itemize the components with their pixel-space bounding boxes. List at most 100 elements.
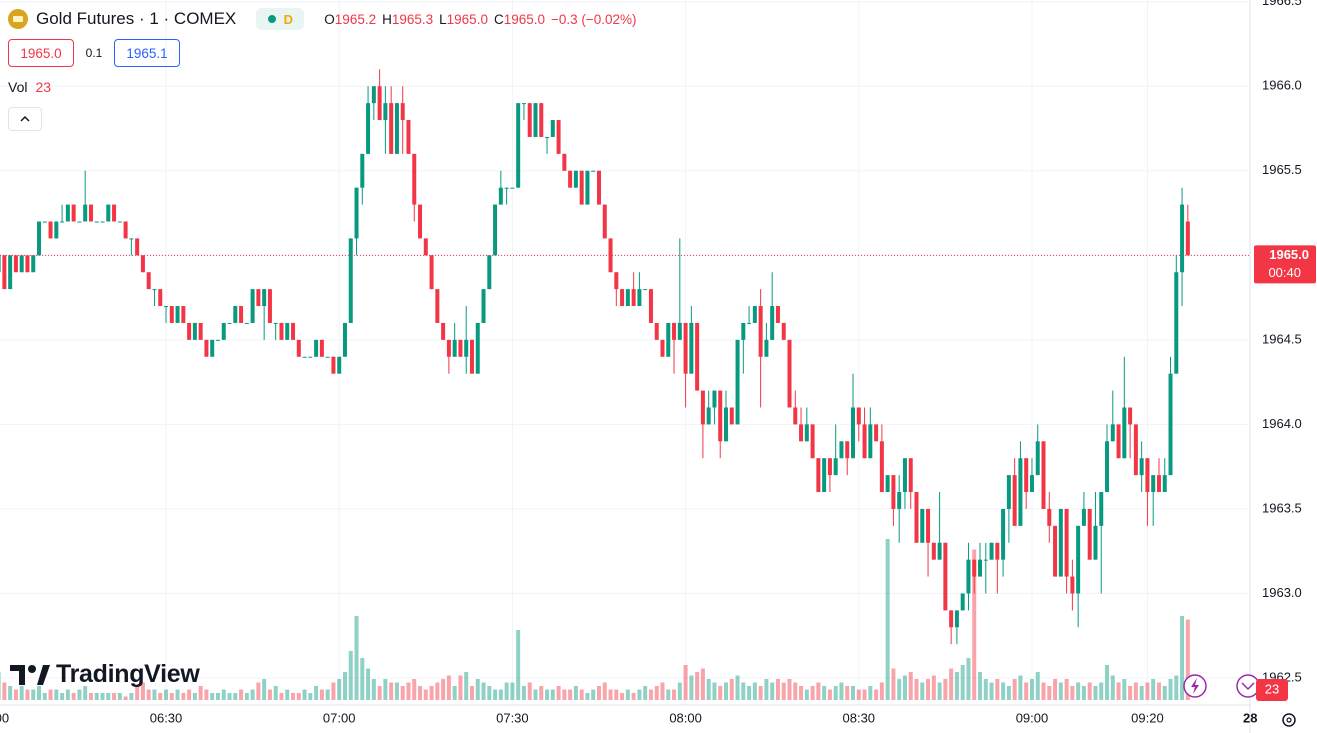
candle-body — [464, 339, 469, 357]
volume-bar — [175, 689, 180, 700]
volume-bar — [296, 693, 301, 700]
volume-bar — [371, 679, 376, 700]
candle-body — [1151, 475, 1156, 493]
candle-body — [1081, 508, 1086, 526]
volume-bar — [972, 549, 977, 700]
candle-body — [943, 542, 948, 611]
candle-body — [48, 221, 53, 239]
volume-bar — [954, 672, 959, 700]
volume-bar — [129, 693, 134, 700]
candle-body — [262, 289, 267, 307]
volume-pane — [0, 539, 1190, 700]
volume-bar — [0, 672, 1, 700]
candle-body — [0, 255, 1, 273]
candle-body — [1105, 441, 1110, 493]
volume-bar — [787, 679, 792, 700]
candle-body — [291, 322, 296, 340]
volume-bar — [19, 686, 24, 700]
candle-body — [672, 322, 677, 340]
candle-body — [366, 103, 371, 154]
volume-bar — [2, 682, 7, 700]
volume-bar — [250, 689, 255, 700]
volume-bar — [181, 693, 186, 700]
candle-body — [498, 187, 503, 205]
volume-bar — [377, 686, 382, 700]
candle-body — [758, 306, 763, 357]
volume-bar — [764, 679, 769, 700]
candle-body — [1001, 508, 1006, 560]
volume-bar — [885, 539, 890, 700]
volume-bar — [42, 693, 47, 700]
volume-bar — [152, 689, 157, 700]
candle-body — [539, 103, 544, 137]
volume-bar — [1174, 675, 1179, 700]
candle-body — [13, 255, 18, 273]
candle-body — [88, 204, 93, 222]
candle-body — [648, 289, 653, 323]
volume-bar — [799, 686, 804, 700]
volume-bar — [602, 682, 607, 700]
candle-body — [267, 289, 272, 323]
volume-bar — [37, 686, 42, 700]
candle-body — [435, 289, 440, 323]
volume-bar — [273, 686, 278, 700]
candle-body — [1180, 204, 1185, 273]
candle-body — [221, 322, 226, 340]
candle-body — [954, 610, 959, 628]
candle-body — [983, 559, 988, 561]
candle-body — [637, 289, 642, 307]
volume-bar — [54, 689, 59, 700]
x-tick-label: 07:30 — [496, 710, 529, 725]
candle-body — [227, 322, 232, 324]
candle-body — [1139, 458, 1144, 476]
volume-bar — [960, 665, 965, 700]
volume-bar — [267, 689, 272, 700]
volume-bar — [187, 689, 192, 700]
candle-body — [215, 339, 220, 341]
volume-bar — [770, 682, 775, 700]
alert-button[interactable] — [1183, 674, 1207, 698]
volume-bar — [550, 689, 555, 700]
x-tick-label: 06:00 — [0, 710, 9, 725]
volume-bar — [25, 689, 30, 700]
volume-bar — [926, 679, 931, 700]
candle-body — [146, 272, 151, 290]
candle-body — [868, 424, 873, 459]
candle-body — [787, 339, 792, 408]
candle-body — [591, 170, 596, 172]
volume-bar — [308, 693, 313, 700]
candle-body — [1076, 525, 1081, 594]
candle-body — [764, 339, 769, 357]
candle-body — [521, 103, 526, 105]
volume-bar — [591, 689, 596, 700]
volume-bar — [458, 675, 463, 700]
countdown: 00:40 — [1268, 265, 1301, 280]
volume-bar — [897, 679, 902, 700]
volume-bar — [60, 693, 65, 700]
indicator-button[interactable] — [1236, 674, 1260, 698]
volume-bar — [504, 682, 509, 700]
candle-body — [1093, 525, 1098, 560]
candle-body — [1029, 475, 1034, 493]
volume-bar — [902, 675, 907, 700]
x-tick-label: 28 — [1243, 710, 1257, 725]
candle-body — [181, 306, 186, 323]
volume-bar — [475, 679, 480, 700]
volume-bar — [1139, 686, 1144, 700]
volume-bar — [106, 693, 111, 700]
volume-bar — [221, 689, 226, 700]
candle-body — [100, 221, 105, 223]
volume-bar — [77, 689, 82, 700]
volume-bar — [579, 689, 584, 700]
volume-bar — [937, 682, 942, 700]
volume-bar — [406, 682, 411, 700]
volume-badge: 23 — [1265, 681, 1279, 696]
candle-body — [383, 103, 388, 121]
candle-body — [920, 508, 925, 543]
volume-bar — [140, 682, 145, 700]
volume-bar — [706, 679, 711, 700]
volume-bar — [625, 689, 630, 700]
settings-button[interactable] — [1282, 713, 1296, 727]
candle-body — [475, 322, 480, 374]
